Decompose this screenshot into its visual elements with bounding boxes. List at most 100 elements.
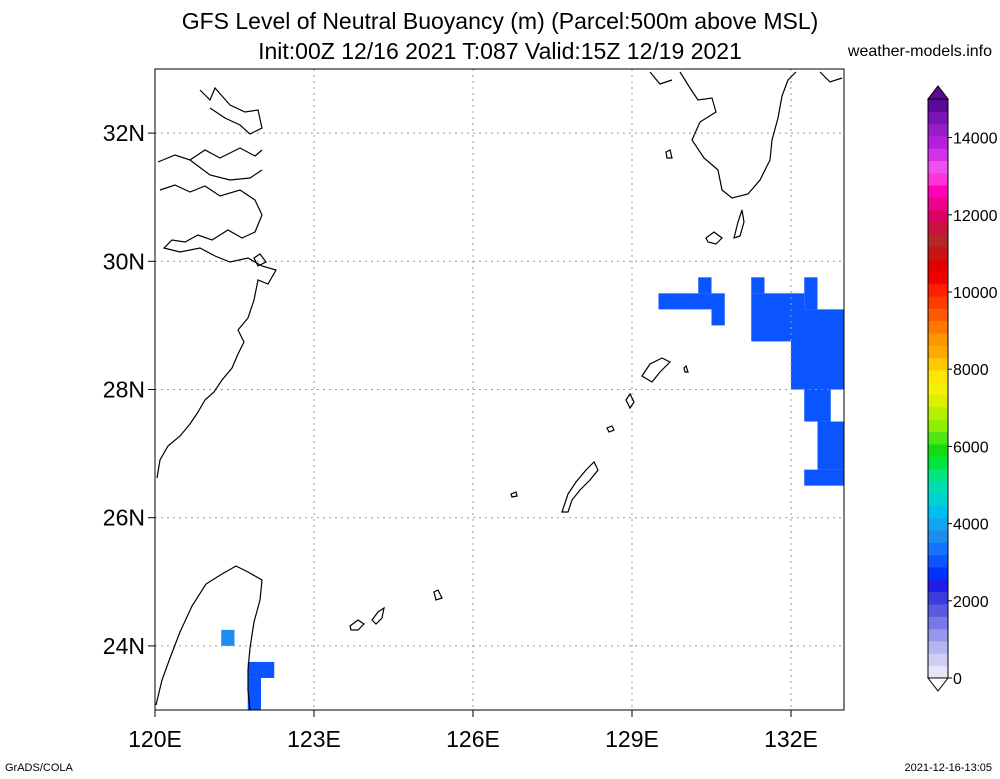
colorbar-segment [928,172,948,186]
lon-tick-label: 129E [605,726,659,752]
colorbar-segment [928,209,948,223]
colorbar-segment [928,493,948,506]
colorbar-segment [928,283,948,297]
shaded-cell [658,293,712,310]
island-kume [510,491,518,498]
colorbar-frame [927,98,949,679]
coastline-hangzhou-bay [189,159,263,181]
colorbar-segment [928,123,948,137]
shaded-cell [247,661,275,678]
colorbar-segment [928,567,948,580]
island-tanegashima [733,209,745,239]
colorbar-tick-label: 10000 [953,285,998,302]
shaded-cell [751,277,765,294]
colorbar-tick-label: 6000 [953,439,989,456]
colorbar-segment [928,641,948,654]
colorbar-segment [928,554,948,568]
colorbar-segment [928,357,948,371]
shaded-cell [804,389,831,422]
longitude-axis: 120E 123E 126E 129E 132E [128,710,818,752]
colorbar-tick-label: 14000 [953,131,998,148]
colorbar-segment [928,480,948,494]
coastline-kyushu-east [819,71,843,83]
colorbar-segment [928,197,948,211]
colorbar-segment [928,419,948,433]
colorbar-segment [928,148,948,161]
coastline-yangtze-estuary [199,86,263,135]
colorbar-segment [928,443,948,457]
shaded-cell [698,277,712,294]
colorbar-segment [928,246,948,260]
lat-tick-label: 32N [103,120,145,146]
shaded-cell [247,677,261,710]
colorbar-segment [928,604,948,617]
island-goto [665,149,673,159]
colorbar-segment [928,99,948,112]
coastlines [155,71,843,710]
island-amami [641,357,672,383]
lon-tick-label: 120E [128,726,182,752]
colorbar-segment [928,345,948,359]
coastline-china-north [157,147,263,163]
colorbar-segment [928,135,948,149]
shaded-cell [804,469,844,486]
colorbar-segment [928,222,948,235]
latitude-axis: 24N 26N 28N 30N 32N [103,120,155,659]
map-title-line2: Init:00Z 12/16 2021 T:087 Valid:15Z 12/1… [258,38,742,64]
colorbar-segment [928,468,948,482]
colorbar-segment [928,259,948,272]
colorbar-tick-label: 0 [953,671,962,688]
lat-tick-label: 28N [103,377,145,403]
lat-tick-label: 30N [103,248,145,274]
colorbar-segment [928,394,948,408]
shaded-cell [791,309,844,390]
colorbar-segment [928,111,948,125]
island-miyako [433,589,443,601]
shaded-cell [804,277,818,310]
colorbar-tick-label: 4000 [953,517,989,534]
coastline-china-east [156,184,277,479]
lat-tick-label: 24N [103,633,145,659]
lon-tick-label: 123E [287,726,341,752]
island-ishigaki [371,606,385,625]
colorbar-segment [928,406,948,420]
shaded-cells [221,277,844,710]
colorbar-segment [928,320,948,334]
colorbar-segment [928,579,948,593]
island-zhoushan [253,253,267,267]
source-credit: weather-models.info [847,43,992,60]
colorbar-tick-label: 12000 [953,208,998,225]
colorbar-segment [928,505,948,519]
island-yakushima [705,231,723,245]
grid-lines [154,69,844,710]
colorbar-segment [928,665,948,679]
colorbar-max-triangle [926,85,950,100]
colorbar-segment [928,456,948,469]
colorbar-segment [928,271,948,285]
colorbar-segment [928,234,948,248]
island-iriomote [349,619,365,631]
colorbar-segment [928,296,948,309]
colorbar-segment [928,370,948,383]
colorbar-segment [928,591,948,605]
footer-software: GrADS/COLA [5,762,73,774]
colorbar-segment [928,185,948,198]
colorbar-tick-label: 8000 [953,362,989,379]
footer-timestamp: 2021-12-16-13:05 [904,762,992,774]
lat-tick-label: 26N [103,505,145,531]
island-tokunoshima [625,392,635,410]
shaded-cell [817,421,844,470]
lon-tick-label: 126E [446,726,500,752]
colorbar-min-triangle [926,677,950,692]
colorbar-segment [928,628,948,642]
colorbar-segment [928,431,948,445]
colorbar-segment [928,382,948,396]
shaded-cell [711,293,725,326]
shaded-cell [221,629,235,646]
colorbar-segment [928,542,948,556]
colorbar-segment [928,308,948,322]
island-okinoerabu [606,425,615,433]
lon-tick-label: 132E [764,726,818,752]
colorbar-segment [928,616,948,630]
